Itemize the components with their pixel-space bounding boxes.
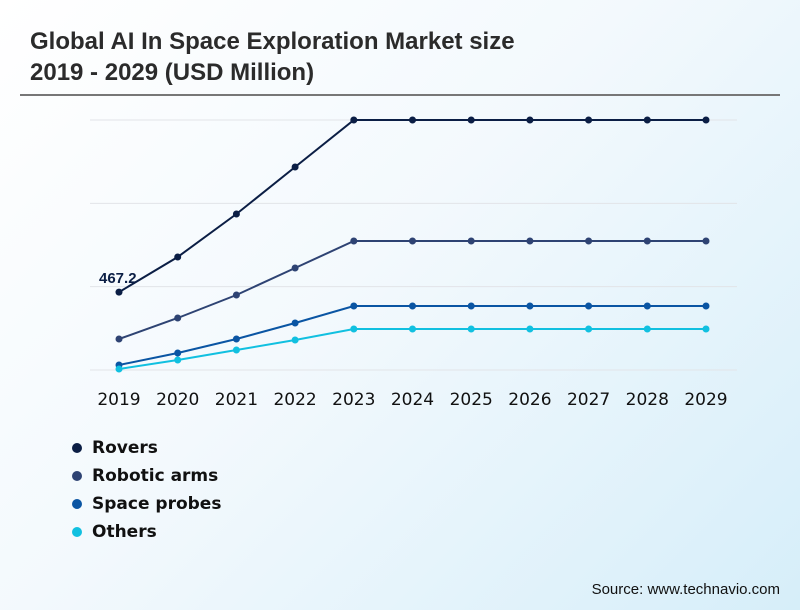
data-point bbox=[409, 325, 416, 333]
data-point bbox=[350, 237, 358, 245]
data-point bbox=[174, 356, 182, 364]
x-tick-label: 2021 bbox=[215, 390, 258, 410]
data-point bbox=[115, 288, 123, 296]
data-point bbox=[350, 302, 358, 310]
data-point bbox=[174, 253, 182, 261]
legend-item: Others bbox=[72, 518, 221, 546]
data-point bbox=[409, 116, 416, 124]
title-divider bbox=[20, 94, 780, 96]
data-point bbox=[702, 237, 710, 245]
legend-label: Robotic arms bbox=[92, 466, 219, 486]
source-text: Source: www.technavio.com bbox=[591, 581, 780, 598]
x-tick-label: 2023 bbox=[332, 390, 375, 410]
data-point bbox=[291, 264, 299, 272]
legend-label: Rovers bbox=[92, 438, 158, 458]
chart-title: Global AI In Space Exploration Market si… bbox=[30, 26, 515, 88]
legend: Rovers Robotic arms Space probes Others bbox=[72, 434, 221, 546]
data-point bbox=[232, 346, 240, 354]
x-tick-label: 2026 bbox=[508, 390, 551, 410]
line-chart: 2019 2020 2021 2022 2023 2024 2025 2026 2027 2028… bbox=[90, 116, 737, 410]
legend-item: Space probes bbox=[72, 490, 221, 518]
data-point bbox=[526, 116, 534, 124]
x-tick-label: 2024 bbox=[391, 390, 434, 410]
x-tick-label: 2025 bbox=[450, 390, 493, 410]
data-point bbox=[467, 325, 475, 333]
data-point bbox=[467, 237, 475, 245]
data-point bbox=[409, 302, 416, 310]
data-point bbox=[643, 116, 651, 124]
data-point bbox=[585, 237, 593, 245]
legend-dot-icon bbox=[72, 527, 82, 537]
data-point bbox=[232, 210, 240, 218]
data-point bbox=[350, 325, 358, 333]
data-point bbox=[526, 325, 534, 333]
data-point bbox=[526, 302, 534, 310]
x-tick-label: 2019 bbox=[97, 390, 140, 410]
data-point bbox=[291, 319, 299, 327]
x-tick-label: 2029 bbox=[684, 390, 727, 410]
x-tick-label: 2022 bbox=[273, 390, 316, 410]
legend-dot-icon bbox=[72, 471, 82, 481]
data-point bbox=[232, 335, 240, 343]
legend-dot-icon bbox=[72, 443, 82, 453]
data-point bbox=[702, 116, 710, 124]
data-point bbox=[643, 302, 651, 310]
series-line-others bbox=[118, 328, 706, 370]
data-point bbox=[115, 335, 123, 343]
x-tick-label: 2027 bbox=[567, 390, 610, 410]
data-point bbox=[409, 237, 416, 245]
data-point bbox=[232, 291, 240, 299]
legend-item: Robotic arms bbox=[72, 462, 221, 490]
data-point bbox=[643, 325, 651, 333]
x-tick-label: 2020 bbox=[156, 390, 199, 410]
series-line-space-probes bbox=[118, 305, 706, 366]
data-label: 467.2 bbox=[99, 270, 137, 287]
data-point bbox=[467, 302, 475, 310]
legend-label: Others bbox=[92, 522, 157, 542]
data-point bbox=[702, 302, 710, 310]
data-point bbox=[585, 302, 593, 310]
data-point bbox=[702, 325, 710, 333]
data-point bbox=[291, 163, 299, 171]
data-point bbox=[585, 325, 593, 333]
series-line-rovers bbox=[118, 119, 706, 293]
data-point bbox=[291, 336, 299, 344]
series-line-robotic-arms bbox=[118, 240, 706, 340]
data-point bbox=[526, 237, 534, 245]
data-point bbox=[115, 365, 123, 373]
data-point bbox=[174, 314, 182, 322]
chart-title-line-2: 2019 - 2029 (USD Million) bbox=[30, 59, 315, 86]
data-point bbox=[467, 116, 475, 124]
x-tick-label: 2028 bbox=[626, 390, 669, 410]
chart-title-line-1: Global AI In Space Exploration Market si… bbox=[30, 28, 515, 55]
legend-dot-icon bbox=[72, 499, 82, 509]
data-point bbox=[585, 116, 593, 124]
data-point bbox=[350, 116, 358, 124]
legend-label: Space probes bbox=[92, 494, 222, 514]
data-point bbox=[643, 237, 651, 245]
legend-item: Rovers bbox=[72, 434, 221, 462]
data-point bbox=[174, 349, 182, 357]
